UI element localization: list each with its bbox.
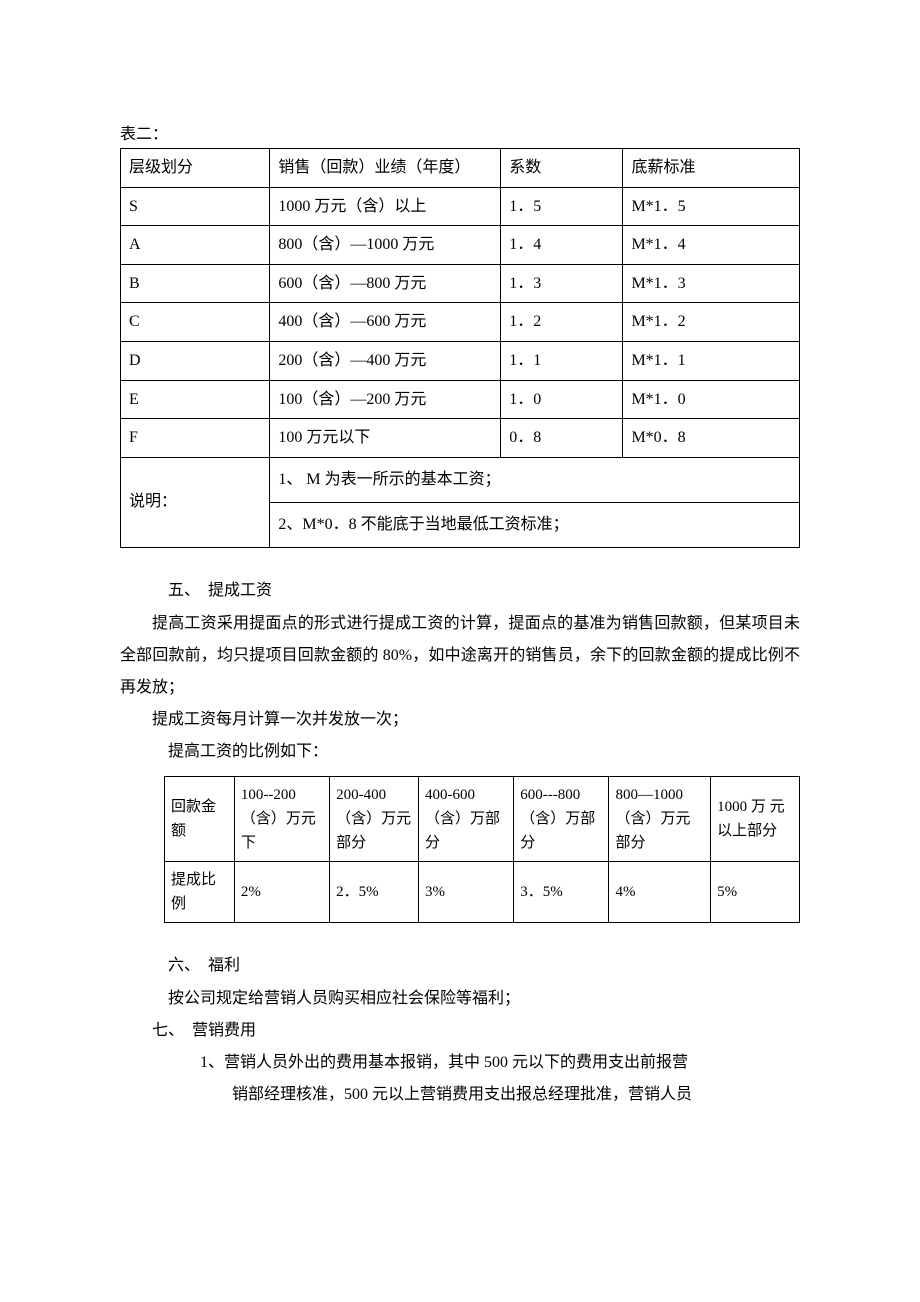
table-row: 提成比例 2% 2．5% 3% 3．5% 4% 5% bbox=[165, 861, 800, 922]
section6-p1: 按公司规定给营销人员购买相应社会保险等福利； bbox=[120, 983, 800, 1015]
commission-table: 回款金额 100--200（含）万元下 200-400（含）万元部分 400-6… bbox=[164, 776, 800, 923]
table-row: C 400（含）—600 万元 1．2 M*1．2 bbox=[121, 303, 800, 342]
cell: 100--200（含）万元下 bbox=[234, 776, 329, 861]
cell: 200（含）—400 万元 bbox=[270, 341, 501, 380]
header-cell: 底薪标准 bbox=[623, 149, 800, 188]
section7-heading: 七、 营销费用 bbox=[120, 1015, 800, 1047]
cell: M*1．4 bbox=[623, 226, 800, 265]
cell: 5% bbox=[711, 861, 800, 922]
cell: 800（含）—1000 万元 bbox=[270, 226, 501, 265]
cell: 2% bbox=[234, 861, 329, 922]
cell: A bbox=[121, 226, 270, 265]
table-row: E 100（含）—200 万元 1．0 M*1．0 bbox=[121, 380, 800, 419]
section5-p1: 提高工资采用提面点的形式进行提成工资的计算，提面点的基准为销售回款额，但某项目未… bbox=[120, 608, 800, 704]
header-cell: 销售（回款）业绩（年度） bbox=[270, 149, 501, 188]
note-cell: 2、M*0．8 不能底于当地最低工资标准； bbox=[270, 502, 800, 547]
cell: 100（含）—200 万元 bbox=[270, 380, 501, 419]
cell: S bbox=[121, 187, 270, 226]
section5-heading: 五、 提成工资 bbox=[120, 576, 800, 600]
cell: C bbox=[121, 303, 270, 342]
table-row: F 100 万元以下 0．8 M*0．8 bbox=[121, 419, 800, 458]
table-row: D 200（含）—400 万元 1．1 M*1．1 bbox=[121, 341, 800, 380]
cell: 1000 万 元以上部分 bbox=[711, 776, 800, 861]
cell: D bbox=[121, 341, 270, 380]
cell: B bbox=[121, 264, 270, 303]
section6-heading: 六、 福利 bbox=[120, 951, 800, 975]
cell: M*1．1 bbox=[623, 341, 800, 380]
cell: 0．8 bbox=[501, 419, 623, 458]
cell: M*1．2 bbox=[623, 303, 800, 342]
cell: M*1．0 bbox=[623, 380, 800, 419]
cell: 回款金额 bbox=[165, 776, 235, 861]
cell: E bbox=[121, 380, 270, 419]
cell: 1．4 bbox=[501, 226, 623, 265]
section5-p3: 提高工资的比例如下： bbox=[120, 736, 800, 768]
tier-table: 层级划分 销售（回款）业绩（年度） 系数 底薪标准 S 1000 万元（含）以上… bbox=[120, 148, 800, 548]
table-row: 层级划分 销售（回款）业绩（年度） 系数 底薪标准 bbox=[121, 149, 800, 188]
cell: 1．1 bbox=[501, 341, 623, 380]
table-row: 回款金额 100--200（含）万元下 200-400（含）万元部分 400-6… bbox=[165, 776, 800, 861]
note-cell: 1、 M 为表一所示的基本工资； bbox=[270, 457, 800, 502]
cell: 提成比例 bbox=[165, 861, 235, 922]
table-row: S 1000 万元（含）以上 1．5 M*1．5 bbox=[121, 187, 800, 226]
header-cell: 层级划分 bbox=[121, 149, 270, 188]
cell: 3% bbox=[418, 861, 513, 922]
item-number: 1、 bbox=[200, 1054, 224, 1071]
document-page: 表二： 层级划分 销售（回款）业绩（年度） 系数 底薪标准 S 1000 万元（… bbox=[0, 0, 920, 1171]
section5-p2: 提成工资每月计算一次并发放一次； bbox=[120, 704, 800, 736]
cell: 600（含）—800 万元 bbox=[270, 264, 501, 303]
cell: 1．3 bbox=[501, 264, 623, 303]
table-row: B 600（含）—800 万元 1．3 M*1．3 bbox=[121, 264, 800, 303]
item-text-line1: 营销人员外出的费用基本报销，其中 500 元以下的费用支出前报营 bbox=[224, 1054, 688, 1071]
cell: M*1．3 bbox=[623, 264, 800, 303]
cell: 2．5% bbox=[330, 861, 419, 922]
table-note-row: 说明： 1、 M 为表一所示的基本工资； bbox=[121, 457, 800, 502]
cell: F bbox=[121, 419, 270, 458]
cell: M*0．8 bbox=[623, 419, 800, 458]
cell: 600---800（含）万部分 bbox=[514, 776, 609, 861]
cell: 400（含）—600 万元 bbox=[270, 303, 501, 342]
cell: 1．0 bbox=[501, 380, 623, 419]
cell: 800—1000（含）万元部分 bbox=[609, 776, 711, 861]
cell: 200-400（含）万元部分 bbox=[330, 776, 419, 861]
item-text-line2: 销部经理核准，500 元以上营销费用支出报总经理批准，营销人员 bbox=[120, 1079, 800, 1111]
cell: 1000 万元（含）以上 bbox=[270, 187, 501, 226]
section7-item1: 1、营销人员外出的费用基本报销，其中 500 元以下的费用支出前报营 销部经理核… bbox=[120, 1047, 800, 1111]
cell: 3．5% bbox=[514, 861, 609, 922]
header-cell: 系数 bbox=[501, 149, 623, 188]
table-row: A 800（含）—1000 万元 1．4 M*1．4 bbox=[121, 226, 800, 265]
commission-table-wrap: 回款金额 100--200（含）万元下 200-400（含）万元部分 400-6… bbox=[120, 776, 800, 923]
cell: M*1．5 bbox=[623, 187, 800, 226]
cell: 100 万元以下 bbox=[270, 419, 501, 458]
note-label-cell: 说明： bbox=[121, 457, 270, 547]
cell: 4% bbox=[609, 861, 711, 922]
cell: 400-600（含）万部分 bbox=[418, 776, 513, 861]
cell: 1．5 bbox=[501, 187, 623, 226]
table2-caption: 表二： bbox=[120, 120, 800, 144]
cell: 1．2 bbox=[501, 303, 623, 342]
